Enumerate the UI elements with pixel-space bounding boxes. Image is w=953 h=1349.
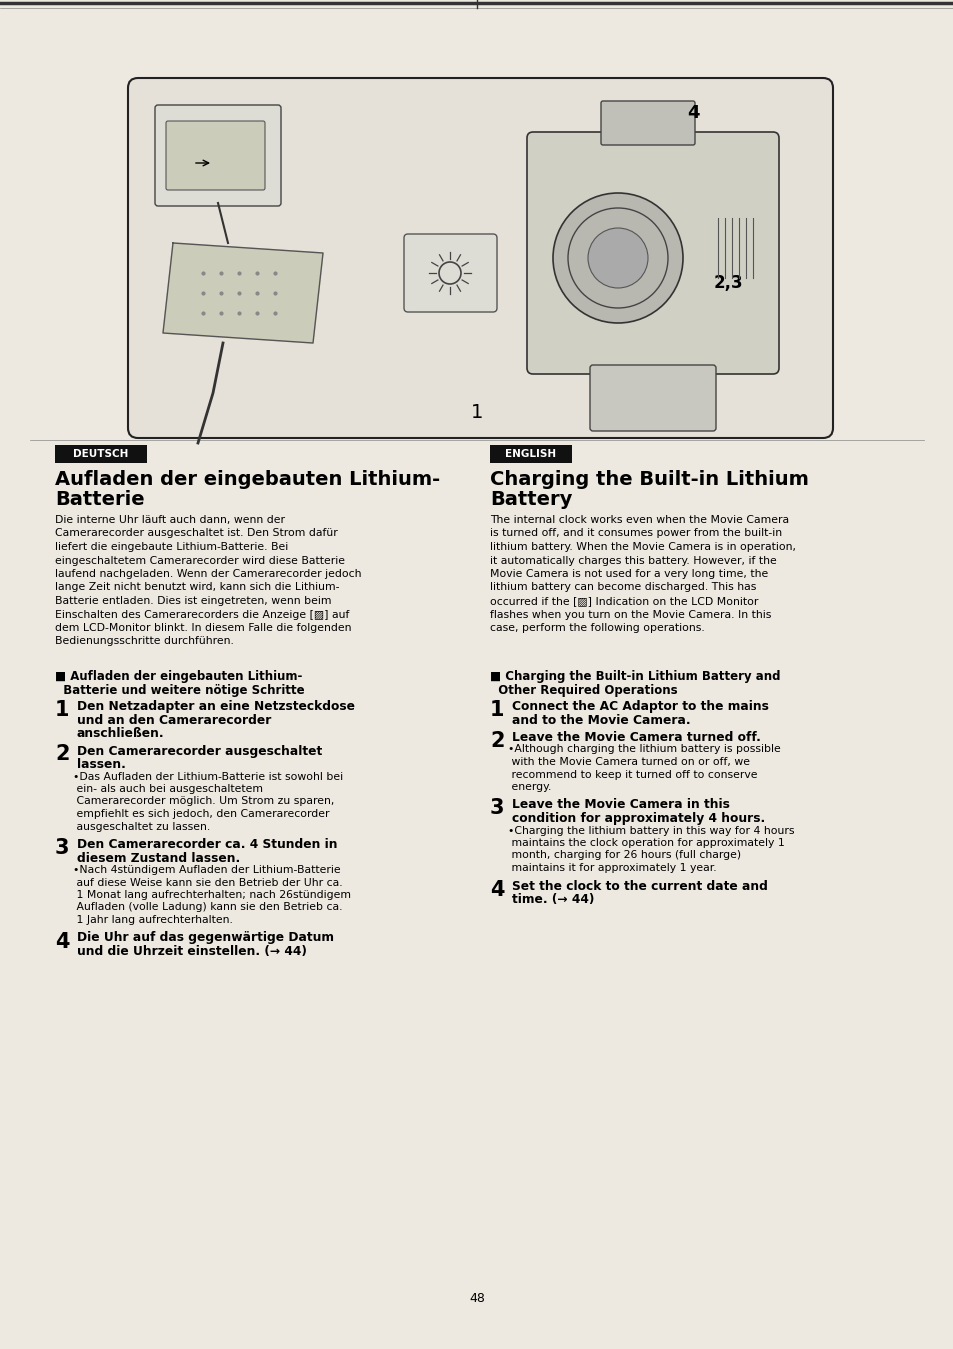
Text: 4: 4 — [686, 104, 699, 121]
Text: Movie Camera is not used for a very long time, the: Movie Camera is not used for a very long… — [490, 569, 767, 579]
Text: 4: 4 — [490, 880, 504, 900]
Text: Camerarecorder möglich. Um Strom zu sparen,: Camerarecorder möglich. Um Strom zu spar… — [73, 796, 334, 807]
Text: Connect the AC Adaptor to the mains: Connect the AC Adaptor to the mains — [512, 700, 768, 714]
Text: The internal clock works even when the Movie Camera: The internal clock works even when the M… — [490, 515, 788, 525]
Text: ■ Charging the Built-in Lithium Battery and: ■ Charging the Built-in Lithium Battery … — [490, 670, 780, 683]
Text: 3: 3 — [55, 838, 70, 858]
Text: ENGLISH: ENGLISH — [505, 449, 556, 459]
Text: 48: 48 — [469, 1292, 484, 1306]
FancyBboxPatch shape — [403, 233, 497, 312]
Text: Den Camerarecorder ca. 4 Stunden in: Den Camerarecorder ca. 4 Stunden in — [77, 838, 337, 851]
Text: Einschalten des Camerarecorders die Anzeige [▨] auf: Einschalten des Camerarecorders die Anze… — [55, 610, 349, 619]
Text: lithium battery. When the Movie Camera is in operation,: lithium battery. When the Movie Camera i… — [490, 542, 795, 552]
Text: 1 Monat lang aufrechterhalten; nach 26stündigem: 1 Monat lang aufrechterhalten; nach 26st… — [73, 890, 351, 900]
Text: 1: 1 — [55, 700, 70, 720]
Text: •Nach 4stündigem Aufladen der Lithium-Batterie: •Nach 4stündigem Aufladen der Lithium-Ba… — [73, 865, 340, 876]
Text: flashes when you turn on the Movie Camera. In this: flashes when you turn on the Movie Camer… — [490, 610, 771, 619]
Circle shape — [587, 228, 647, 287]
Text: time. (→ 44): time. (→ 44) — [512, 893, 594, 907]
Text: 1: 1 — [471, 403, 482, 422]
Text: Leave the Movie Camera turned off.: Leave the Movie Camera turned off. — [512, 731, 760, 745]
Text: empfiehlt es sich jedoch, den Camerarecorder: empfiehlt es sich jedoch, den Camerareco… — [73, 809, 329, 819]
Text: Aufladen der eingebauten Lithium-: Aufladen der eingebauten Lithium- — [55, 469, 439, 488]
Text: Leave the Movie Camera in this: Leave the Movie Camera in this — [512, 799, 729, 812]
Text: •Das Aufladen der Lithium-Batterie ist sowohl bei: •Das Aufladen der Lithium-Batterie ist s… — [73, 772, 343, 781]
Text: case, perform the following operations.: case, perform the following operations. — [490, 623, 704, 633]
Text: und an den Camerarecorder: und an den Camerarecorder — [77, 714, 271, 727]
Text: ausgeschaltet zu lassen.: ausgeschaltet zu lassen. — [73, 822, 210, 831]
Text: •Although charging the lithium battery is possible: •Although charging the lithium battery i… — [507, 745, 780, 754]
Bar — [55, 445, 147, 463]
Text: Set the clock to the current date and: Set the clock to the current date and — [512, 880, 767, 893]
Text: 2: 2 — [490, 731, 504, 751]
Text: occurred if the [▨] Indication on the LCD Monitor: occurred if the [▨] Indication on the LC… — [490, 596, 758, 606]
FancyBboxPatch shape — [600, 101, 695, 144]
Text: recommend to keep it turned off to conserve: recommend to keep it turned off to conse… — [507, 769, 757, 780]
Text: dem LCD-Monitor blinkt. In diesem Falle die folgenden: dem LCD-Monitor blinkt. In diesem Falle … — [55, 623, 351, 633]
Text: Die Uhr auf das gegenwärtige Datum: Die Uhr auf das gegenwärtige Datum — [77, 932, 334, 944]
Text: eingeschaltetem Camerarecorder wird diese Batterie: eingeschaltetem Camerarecorder wird dies… — [55, 556, 345, 565]
Text: Aufladen (volle Ladung) kann sie den Betrieb ca.: Aufladen (volle Ladung) kann sie den Bet… — [73, 902, 342, 912]
Text: Batterie entladen. Dies ist eingetreten, wenn beim: Batterie entladen. Dies ist eingetreten,… — [55, 596, 331, 606]
Text: Den Camerarecorder ausgeschaltet: Den Camerarecorder ausgeschaltet — [77, 745, 322, 758]
Text: 1: 1 — [490, 700, 504, 720]
Text: 1 Jahr lang aufrechterhalten.: 1 Jahr lang aufrechterhalten. — [73, 915, 233, 925]
Text: lithium battery can become discharged. This has: lithium battery can become discharged. T… — [490, 583, 756, 592]
Text: ■ Aufladen der eingebauten Lithium-: ■ Aufladen der eingebauten Lithium- — [55, 670, 302, 683]
Text: Den Netzadapter an eine Netzsteckdose: Den Netzadapter an eine Netzsteckdose — [77, 700, 355, 714]
Text: ein- als auch bei ausgeschaltetem: ein- als auch bei ausgeschaltetem — [73, 784, 263, 795]
FancyBboxPatch shape — [154, 105, 281, 206]
Text: Batterie und weitere nötige Schritte: Batterie und weitere nötige Schritte — [55, 684, 304, 697]
Text: and to the Movie Camera.: and to the Movie Camera. — [512, 714, 690, 727]
Text: maintains it for approximately 1 year.: maintains it for approximately 1 year. — [507, 863, 716, 873]
Text: und die Uhrzeit einstellen. (→ 44): und die Uhrzeit einstellen. (→ 44) — [77, 946, 307, 958]
Text: with the Movie Camera turned on or off, we: with the Movie Camera turned on or off, … — [507, 757, 749, 768]
Text: 3: 3 — [490, 799, 504, 819]
Text: Other Required Operations: Other Required Operations — [490, 684, 677, 697]
Text: DEUTSCH: DEUTSCH — [73, 449, 129, 459]
Text: is turned off, and it consumes power from the built-in: is turned off, and it consumes power fro… — [490, 529, 781, 538]
Circle shape — [553, 193, 682, 322]
Text: laufend nachgeladen. Wenn der Camerarecorder jedoch: laufend nachgeladen. Wenn der Camerareco… — [55, 569, 361, 579]
Polygon shape — [163, 243, 323, 343]
Text: condition for approximately 4 hours.: condition for approximately 4 hours. — [512, 812, 764, 826]
Text: 4: 4 — [55, 932, 70, 951]
Text: month, charging for 26 hours (full charge): month, charging for 26 hours (full charg… — [507, 850, 740, 861]
Text: lassen.: lassen. — [77, 758, 126, 772]
Text: auf diese Weise kann sie den Betrieb der Uhr ca.: auf diese Weise kann sie den Betrieb der… — [73, 877, 342, 888]
Text: 2: 2 — [55, 745, 70, 765]
Text: •Charging the lithium battery in this way for 4 hours: •Charging the lithium battery in this wa… — [507, 826, 794, 835]
Text: Charging the Built-in Lithium: Charging the Built-in Lithium — [490, 469, 808, 488]
FancyBboxPatch shape — [128, 78, 832, 438]
Text: maintains the clock operation for approximately 1: maintains the clock operation for approx… — [507, 838, 784, 849]
Text: lange Zeit nicht benutzt wird, kann sich die Lithium-: lange Zeit nicht benutzt wird, kann sich… — [55, 583, 339, 592]
Text: it automatically charges this battery. However, if the: it automatically charges this battery. H… — [490, 556, 776, 565]
Text: Batterie: Batterie — [55, 490, 145, 509]
Text: liefert die eingebaute Lithium-Batterie. Bei: liefert die eingebaute Lithium-Batterie.… — [55, 542, 288, 552]
FancyBboxPatch shape — [166, 121, 265, 190]
Text: diesem Zustand lassen.: diesem Zustand lassen. — [77, 851, 240, 865]
FancyBboxPatch shape — [526, 132, 779, 374]
Text: Bedienungsschritte durchführen.: Bedienungsschritte durchführen. — [55, 637, 233, 646]
Text: energy.: energy. — [507, 782, 551, 792]
Text: Battery: Battery — [490, 490, 572, 509]
Text: Camerarecorder ausgeschaltet ist. Den Strom dafür: Camerarecorder ausgeschaltet ist. Den St… — [55, 529, 337, 538]
Text: anschließen.: anschließen. — [77, 727, 165, 741]
Bar — [490, 445, 572, 463]
FancyBboxPatch shape — [589, 366, 716, 430]
Text: 2,3: 2,3 — [713, 274, 742, 291]
Text: Die interne Uhr läuft auch dann, wenn der: Die interne Uhr läuft auch dann, wenn de… — [55, 515, 285, 525]
